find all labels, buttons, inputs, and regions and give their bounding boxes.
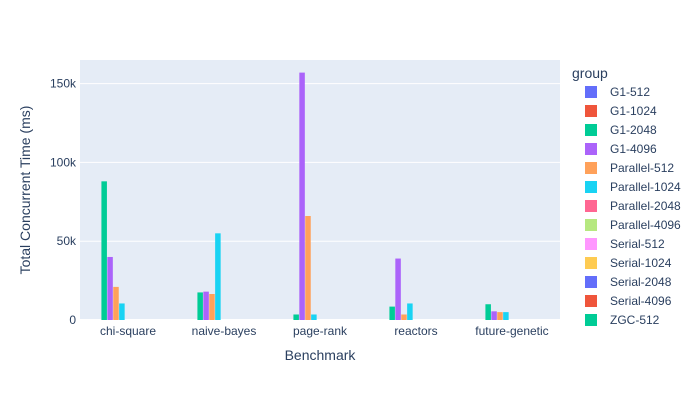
legend-swatch (585, 181, 597, 193)
plot-background (80, 60, 560, 320)
legend-item: Parallel-4096 (610, 218, 681, 232)
bar-G1-2048-chi-square (101, 181, 107, 320)
legend-swatch (585, 295, 597, 307)
legend-item: Serial-512 (610, 237, 665, 251)
legend-item: Parallel-1024 (610, 180, 681, 194)
x-tick-label: reactors (394, 324, 437, 338)
bar-G1-4096-chi-square (107, 256, 113, 320)
x-tick-label: page-rank (293, 324, 348, 338)
bar-Parallel-1024-reactors (407, 303, 413, 320)
legend: G1-512 G1-1024 G1-2048 G1-4096 Parallel-512 P… (585, 85, 681, 327)
x-axis-label: Benchmark (285, 347, 357, 363)
bar-Parallel-1024-chi-square (119, 303, 125, 320)
legend-swatch (585, 200, 597, 212)
legend-item: Serial-4096 (610, 294, 672, 308)
y-tick-label: 50k (57, 234, 77, 248)
legend-item: G1-2048 (610, 123, 657, 137)
bars (101, 72, 509, 320)
bar-G1-4096-reactors (395, 258, 401, 320)
bar-G1-2048-page-rank (293, 314, 299, 320)
legend-title: group (572, 65, 608, 81)
bar-Parallel-512-page-rank (305, 216, 311, 320)
legend-swatch (585, 105, 597, 117)
legend-swatch (585, 314, 597, 326)
legend-swatch (585, 143, 597, 155)
gridlines (80, 83, 560, 321)
legend-item: ZGC-512 (610, 313, 660, 327)
bar-Parallel-512-naive-bayes (209, 294, 215, 320)
legend-item: Serial-1024 (610, 256, 672, 270)
legend-item: Parallel-2048 (610, 199, 681, 213)
legend-swatch (585, 162, 597, 174)
legend-swatch (585, 124, 597, 136)
legend-item: Serial-2048 (610, 275, 672, 289)
legend-swatch (585, 219, 597, 231)
bar-Parallel-512-reactors (401, 314, 407, 320)
bar-G1-2048-future-genetic (485, 304, 491, 320)
bar-Parallel-512-chi-square (113, 286, 119, 320)
bar-G1-2048-naive-bayes (197, 292, 203, 320)
x-tick-label: naive-bayes (192, 324, 257, 338)
legend-swatch (585, 86, 597, 98)
y-axis-label: Total Concurrent Time (ms) (17, 106, 33, 275)
legend-item: G1-4096 (610, 142, 657, 156)
bar-G1-2048-reactors (389, 306, 395, 320)
legend-swatch (585, 276, 597, 288)
legend-item: G1-512 (610, 85, 650, 99)
legend-item: G1-1024 (610, 104, 657, 118)
bar-Parallel-1024-naive-bayes (215, 233, 221, 320)
legend-swatch (585, 257, 597, 269)
x-axis-ticks: chi-square naive-bayes page-rank reactors fu… (100, 324, 549, 338)
y-tick-label: 0 (69, 313, 76, 327)
bar-G1-4096-future-genetic (491, 311, 497, 320)
y-tick-label: 100k (50, 155, 77, 169)
bar-Parallel-1024-future-genetic (503, 312, 509, 320)
legend-item: Parallel-512 (610, 161, 674, 175)
x-tick-label: future-genetic (475, 324, 548, 338)
bar-Parallel-1024-page-rank (311, 314, 317, 320)
bar-G1-4096-page-rank (299, 72, 305, 320)
bar-G1-4096-naive-bayes (203, 291, 209, 320)
legend-swatch (585, 238, 597, 250)
x-tick-label: chi-square (100, 324, 156, 338)
bar-Parallel-512-future-genetic (497, 312, 503, 320)
y-axis-ticks: 0 50k 100k 150k (50, 77, 77, 327)
y-tick-label: 150k (50, 77, 77, 91)
